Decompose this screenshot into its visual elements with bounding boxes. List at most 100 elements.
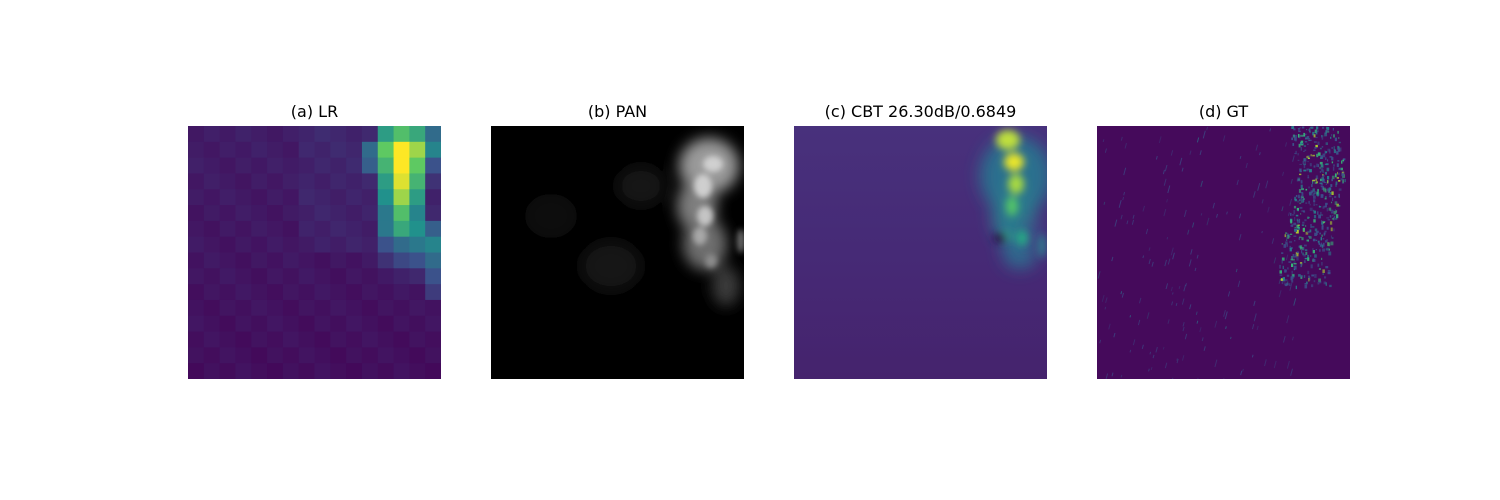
gt-speckle [1338, 180, 1341, 182]
lr-pixel [346, 363, 363, 379]
gt-speckle [1308, 128, 1311, 132]
gt-speckle [1300, 144, 1304, 146]
gt-speckle [1334, 215, 1336, 219]
gt-speckle [1295, 195, 1298, 198]
lr-pixel [298, 363, 316, 379]
lr-pixel [188, 331, 205, 348]
gt-speckle [1337, 160, 1340, 162]
gt-speckle [1333, 210, 1337, 215]
gt-streak [1223, 310, 1226, 317]
gt-speckle [1286, 281, 1289, 284]
lr-pixel [346, 220, 363, 238]
gt-streak [1170, 247, 1174, 256]
gt-streak [1261, 199, 1264, 204]
gt-speckle [1284, 234, 1286, 238]
lr-pixel [235, 220, 252, 238]
gt-speckle [1296, 228, 1300, 231]
lr-pixel [282, 331, 300, 348]
gt-speckle [1334, 137, 1337, 142]
lr-pixel [282, 236, 300, 254]
lr-pixel [361, 173, 379, 190]
lr-pixel [203, 220, 221, 238]
lr-pixel [219, 284, 237, 301]
gt-speckle [1301, 126, 1305, 129]
lr-pixel [346, 173, 363, 190]
gt-speckle [1301, 210, 1303, 212]
gt-speckle [1320, 186, 1324, 188]
gt-speckle [1291, 270, 1293, 274]
gt-speckle [1321, 220, 1324, 224]
gt-streak [1176, 358, 1179, 364]
gt-streak [1108, 323, 1111, 330]
gt-speckle [1315, 178, 1318, 182]
gt-streak [1264, 359, 1267, 367]
lr-pixel [298, 252, 316, 269]
lr-pixel [314, 126, 331, 143]
gt-speckle [1309, 229, 1312, 233]
gt-speckle [1326, 247, 1329, 251]
gt-streak [1199, 327, 1202, 333]
lr-pixel [282, 268, 300, 285]
gt-speckle [1279, 264, 1281, 269]
gt-speckle [1331, 191, 1334, 195]
lr-pixel [393, 205, 410, 222]
gt-speckle [1283, 244, 1287, 248]
gt-streak [1105, 373, 1109, 379]
lr-pixel [203, 126, 221, 143]
gt-speckle [1321, 226, 1324, 230]
gt-streak [1289, 198, 1293, 206]
gt-speckle [1321, 220, 1323, 224]
gt-speckle [1309, 203, 1311, 206]
gt-speckle [1318, 278, 1321, 282]
gt-streak [1200, 180, 1203, 188]
lr-pixel [235, 347, 252, 364]
lr-pixel [235, 157, 252, 175]
gt-streak [1155, 156, 1158, 160]
lr-pixel [251, 347, 268, 364]
gt-speckle [1303, 150, 1305, 152]
gt-speckle [1303, 275, 1306, 278]
panel-image-cbt [794, 126, 1047, 379]
gt-speckle [1316, 126, 1319, 130]
gt-speckle [1293, 235, 1297, 237]
lr-pixel [235, 205, 252, 222]
gt-speckle [1281, 259, 1283, 264]
gt-speckle [1320, 242, 1323, 246]
panel-title-cbt: (c) CBT 26.30dB/0.6849 [824, 102, 1017, 121]
gt-streak [1188, 259, 1192, 267]
gt-speckle [1300, 180, 1303, 184]
gt-streak [1187, 229, 1190, 235]
gt-speckle [1310, 190, 1313, 194]
gt-speckle [1326, 208, 1328, 212]
gt-streak [1165, 283, 1169, 290]
gt-speckle [1293, 263, 1297, 265]
gt-speckle [1298, 274, 1301, 277]
gt-speckle [1304, 249, 1308, 251]
lr-pixel [219, 220, 237, 238]
lr-pixel [188, 157, 205, 175]
gt-speckle [1295, 253, 1299, 257]
gt-speckle [1295, 150, 1297, 155]
gt-speckle [1317, 152, 1321, 156]
gt-speckle [1297, 177, 1301, 182]
gt-speckle [1294, 152, 1297, 155]
lr-pixel [188, 252, 205, 269]
gt-streak [1226, 211, 1228, 215]
gt-streak [1273, 257, 1277, 264]
lr-pixel [267, 157, 284, 175]
gt-speckle [1311, 274, 1315, 277]
lr-pixel [425, 315, 441, 333]
gt-speckle [1292, 214, 1295, 216]
lr-pixel [251, 331, 268, 348]
gt-speckle [1328, 195, 1332, 198]
lr-pixel [409, 205, 426, 222]
lr-pixel [251, 126, 268, 143]
gt-speckle [1327, 270, 1331, 272]
lr-pixel [298, 220, 316, 238]
lr-pixel [298, 268, 316, 285]
lr-pixel [235, 189, 252, 206]
gt-streak [1236, 179, 1239, 186]
lr-pixel [409, 157, 426, 175]
gt-speckle [1316, 130, 1319, 133]
lr-pixel [409, 220, 426, 238]
